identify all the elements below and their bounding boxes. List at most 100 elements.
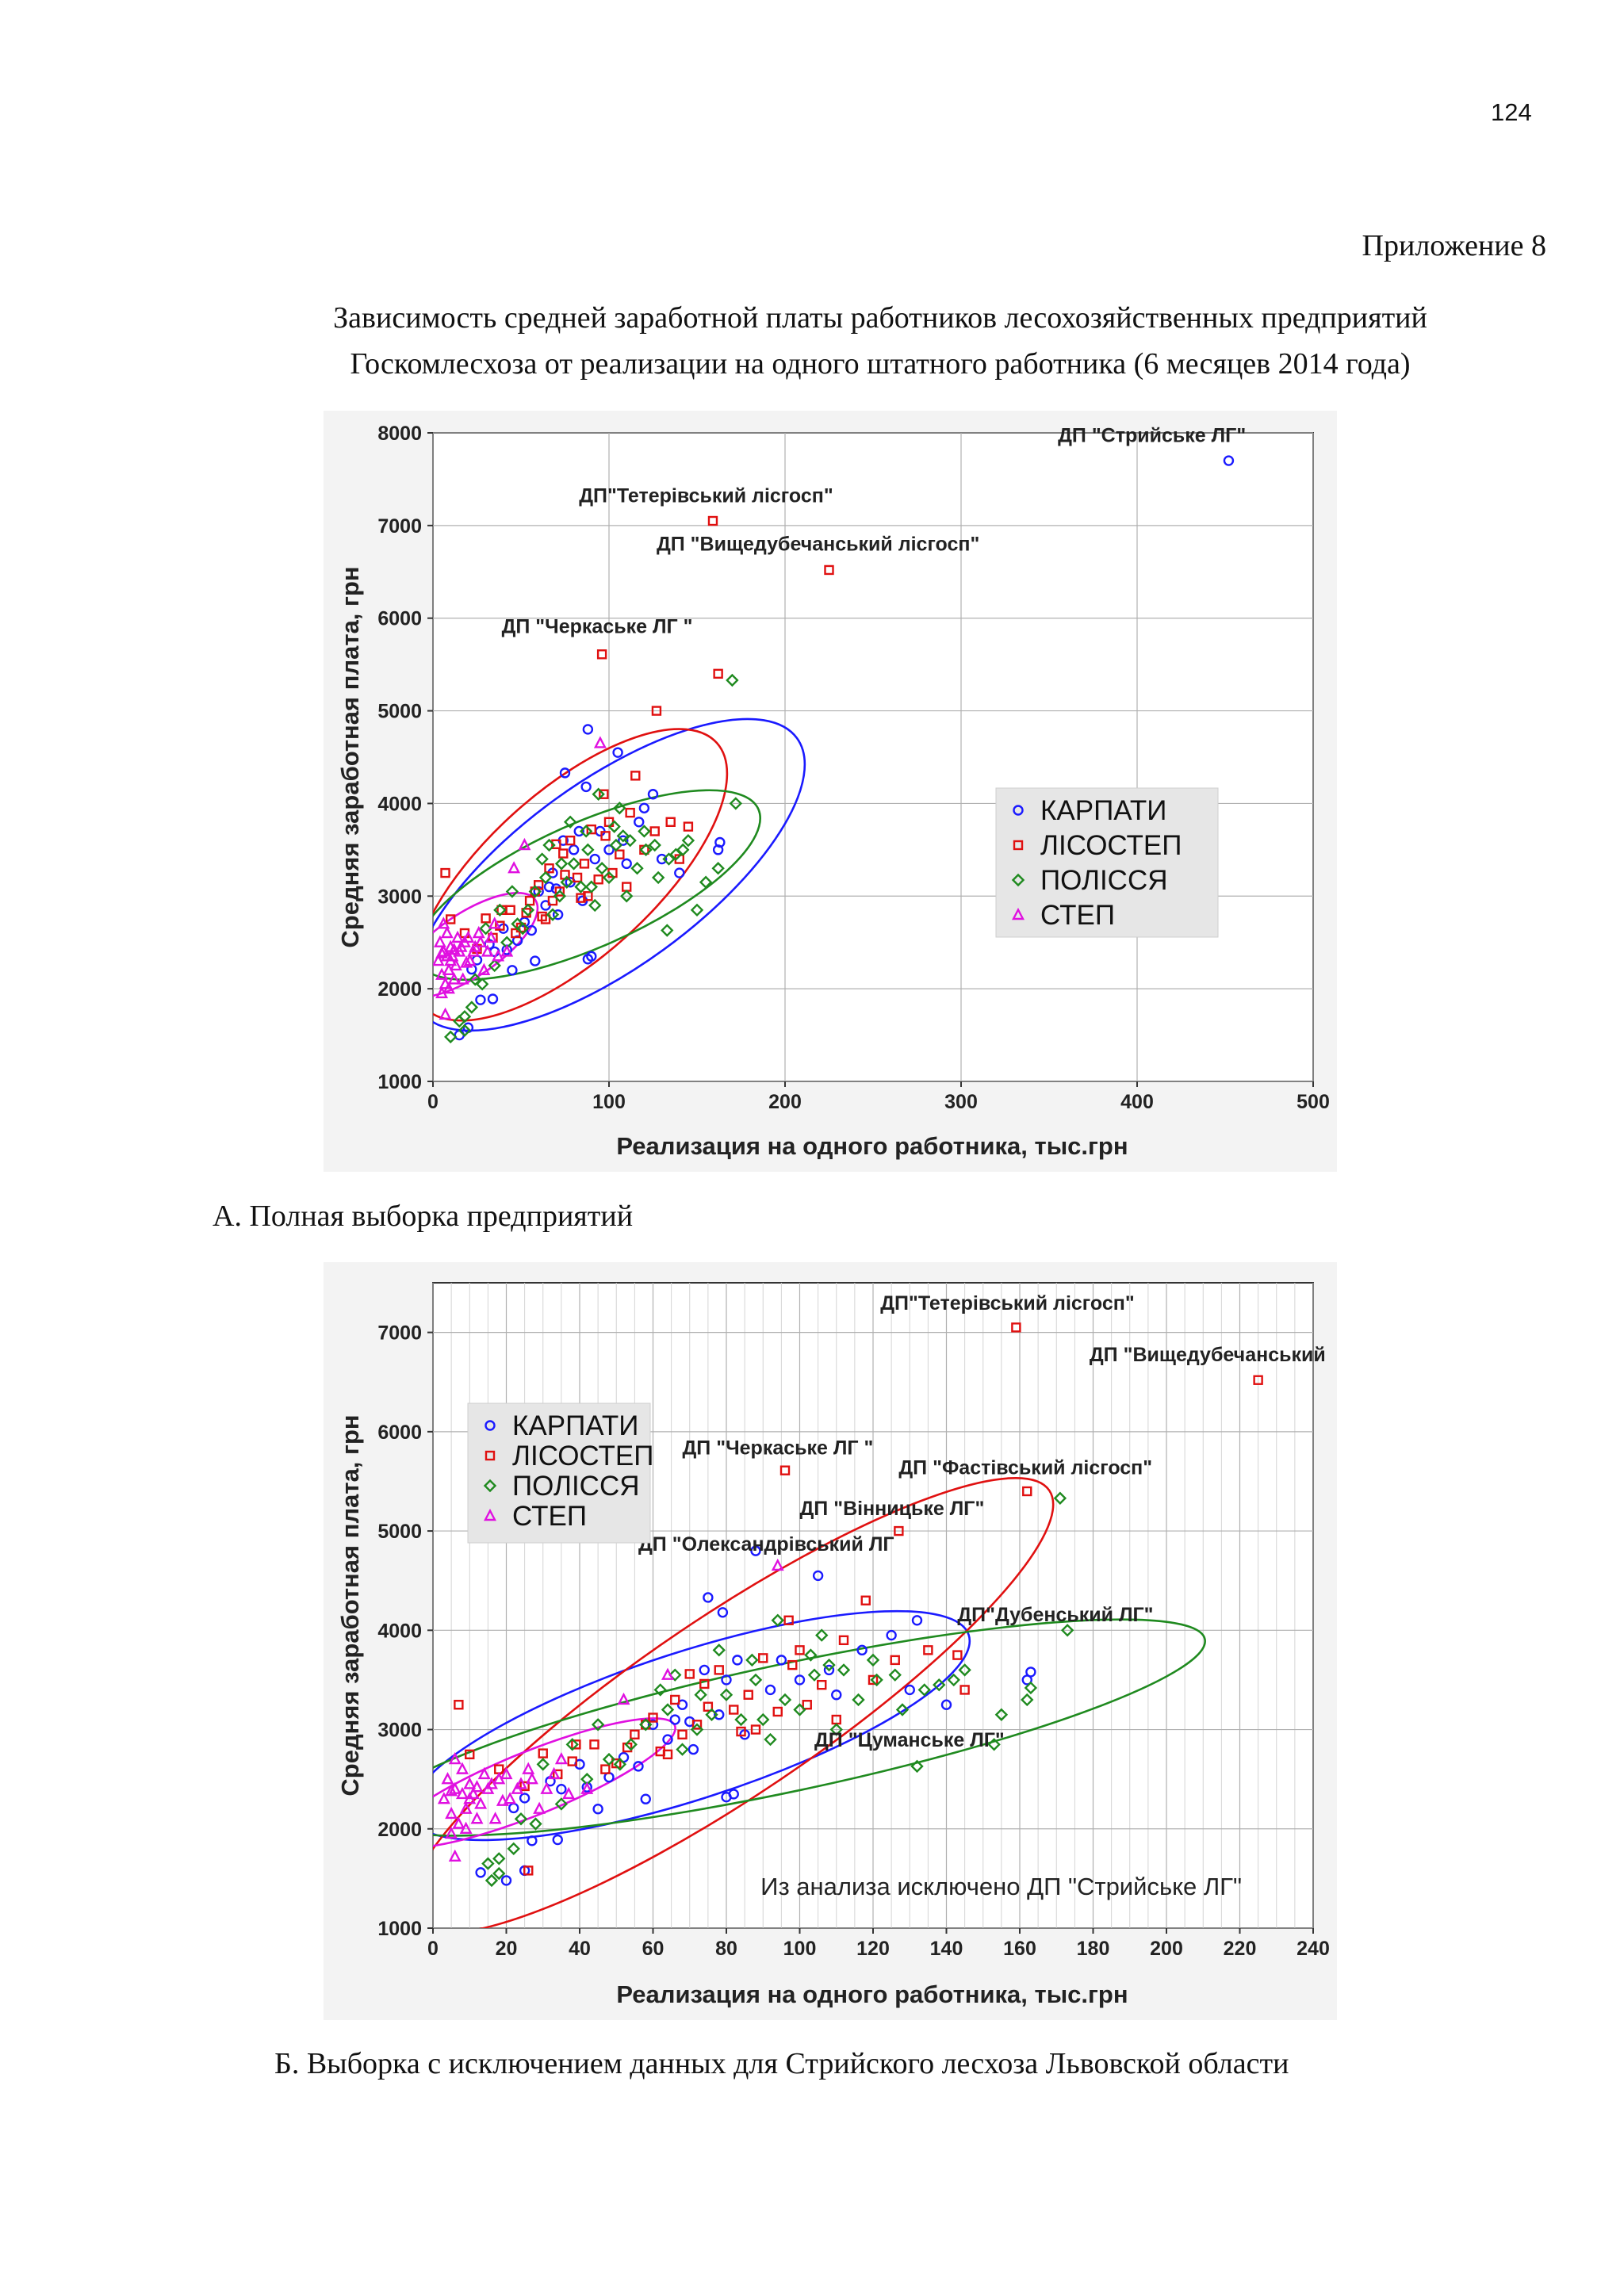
chart-a-legend-label-lisostep: ЛІСОСТЕП: [1040, 830, 1182, 861]
chart-b-x-tick-label: 60: [642, 1938, 665, 1960]
chart-a-point-step: [500, 944, 514, 957]
chart-a-point-step: [435, 946, 449, 959]
chart-a-point-lisostep: [683, 821, 694, 832]
chart-b-x-axis-label: Реализация на одного работника, тыс.грн: [616, 1980, 1128, 2008]
chart-b-legend-label-lisostep: ЛІСОСТЕП: [512, 1441, 653, 1471]
chart-a-y-tick-label: 3000: [377, 886, 422, 908]
chart-a-point-polissia: [592, 787, 605, 801]
chart-a-point-step: [467, 944, 481, 957]
chart-a-point-polissia: [681, 833, 695, 848]
chart-b-point-polissia: [514, 1812, 528, 1826]
chart-b-point-polissia: [895, 1703, 910, 1716]
chart-a-legend-label-polissia: ПОЛІССЯ: [1040, 865, 1168, 896]
chart-a-point-karpaty: [1223, 455, 1235, 466]
chart-b-point-polissia: [804, 1648, 818, 1662]
chart-a-point-polissia: [726, 673, 739, 687]
figure-title-line-2: Госкомлесхоза от реализации на одного шт…: [350, 347, 1411, 381]
chart-b-point-lisostep: [802, 1700, 812, 1710]
chart-b-point-polissia: [870, 1673, 883, 1687]
appendix-label: Приложение 8: [1362, 229, 1546, 262]
chart-b-point-lisostep: [519, 1781, 530, 1792]
chart-b-point-polissia: [734, 1712, 748, 1727]
chart-b-point-lisostep: [567, 1756, 577, 1766]
chart-b-y-tick-label: 1000: [377, 1918, 422, 1940]
chart-a-legend: КАРПАТИ ЛІСОСТЕП ПОЛІССЯ СТЕП: [995, 787, 1219, 938]
chart-a-point-step: [433, 935, 446, 947]
chart-a-point-karpaty: [621, 858, 632, 870]
chart-a-point-step: [444, 953, 458, 966]
chart-b-point-polissia: [749, 1673, 763, 1687]
chart-b-point-lisostep: [703, 1701, 714, 1712]
chart-a-point-step: [437, 916, 450, 929]
chart-b-point-step: [488, 1812, 502, 1824]
chart-a-point-polissia: [465, 1001, 479, 1014]
chart-b-point-karpaty: [699, 1664, 710, 1676]
chart-a-point-polissia: [588, 898, 602, 913]
chart-b-point-polissia: [910, 1759, 924, 1774]
chart-b-x-tick-label: 0: [427, 1938, 439, 1960]
chart-b-point-karpaty: [556, 1783, 567, 1795]
chart-a-point-polissia: [602, 871, 616, 885]
page-number: 124: [1491, 98, 1532, 126]
chart-b-point-karpaty: [574, 1758, 585, 1770]
chart-a-x-tick-label: 0: [427, 1091, 439, 1113]
chart-b-point-lisostep: [729, 1705, 739, 1715]
chart-b-point-karpaty: [475, 1867, 486, 1878]
chart-b-point-step: [463, 1777, 477, 1789]
chart-b-point-polissia: [837, 1663, 851, 1677]
chart-b-point-polissia: [764, 1732, 777, 1747]
chart-a-point-polissia: [630, 862, 644, 875]
chart-b-point-lisostep: [959, 1685, 970, 1695]
chart-b-point-polissia: [1060, 1624, 1074, 1637]
chart-b-series-step: [437, 1558, 784, 1862]
chart-b-point-karpaty: [662, 1734, 673, 1745]
chart-a-point-lisostep: [445, 914, 456, 924]
chart-b-point-polissia: [1053, 1491, 1067, 1505]
chart-b-point-lisostep: [630, 1729, 640, 1739]
chart-a-point-lisostep: [625, 807, 635, 818]
chart-a-point-karpaty: [618, 835, 629, 846]
chart-b-point-step: [474, 1797, 488, 1809]
chart-a-point-polissia: [521, 903, 535, 917]
chart-a-y-tick-label: 6000: [377, 608, 422, 630]
chart-b-ellipse-lisostep: [433, 1476, 1055, 1928]
chart-a-point-polissia: [584, 880, 598, 894]
chart-b-point-lisostep: [894, 1525, 904, 1536]
chart-a-point-polissia: [458, 1024, 472, 1037]
chart-b-point-step: [463, 1792, 477, 1804]
chart-b-point-polissia: [917, 1683, 931, 1697]
chart-a-point-karpaty: [656, 853, 668, 865]
chart-a-point-karpaty: [589, 853, 600, 865]
chart-b-point-polissia: [481, 1857, 495, 1870]
chart-b-point-polissia: [866, 1653, 880, 1667]
chart-a-point-polissia: [505, 885, 519, 898]
chart-b-point-step: [496, 1793, 509, 1806]
chart-b-point-step: [448, 1752, 462, 1765]
chart-b-point-step: [459, 1801, 473, 1814]
chart-a-point-polissia: [595, 862, 609, 875]
chart-b-point-karpaty: [732, 1655, 743, 1666]
chart-b-point-polissia: [668, 1668, 682, 1682]
chart-a-point-lisostep: [544, 863, 554, 874]
chart-b-point-karpaty: [676, 1699, 688, 1710]
chart-b-point-polissia: [829, 1723, 843, 1736]
chart-a-point-step: [456, 972, 469, 985]
chart-b-point-step: [525, 1772, 538, 1785]
chart-a-point-polissia: [553, 890, 567, 903]
chart-b-annotation: ДП"Тетерівський лісгосп": [880, 1292, 1134, 1314]
chart-b-point-polissia: [690, 1723, 704, 1736]
chart-a-point-step: [451, 930, 465, 943]
chart-a-point-lisostep: [630, 771, 641, 781]
chart-b-annotation: ДП "Вищедубечанський: [1090, 1344, 1326, 1366]
chart-a-point-lisostep: [615, 849, 625, 859]
chart-a-point-polissia: [493, 903, 507, 917]
chart-b-point-polissia: [565, 1738, 579, 1751]
chart-b-point-step: [470, 1780, 484, 1793]
chart-b-point-lisostep: [923, 1645, 933, 1655]
chart-b-point-lisostep: [662, 1749, 673, 1760]
chart-b-x-tick-label: 40: [569, 1938, 591, 1960]
chart-b-point-polissia: [888, 1668, 902, 1682]
chart-b-point-lisostep: [860, 1595, 871, 1605]
chart-b-point-lisostep: [838, 1635, 849, 1646]
